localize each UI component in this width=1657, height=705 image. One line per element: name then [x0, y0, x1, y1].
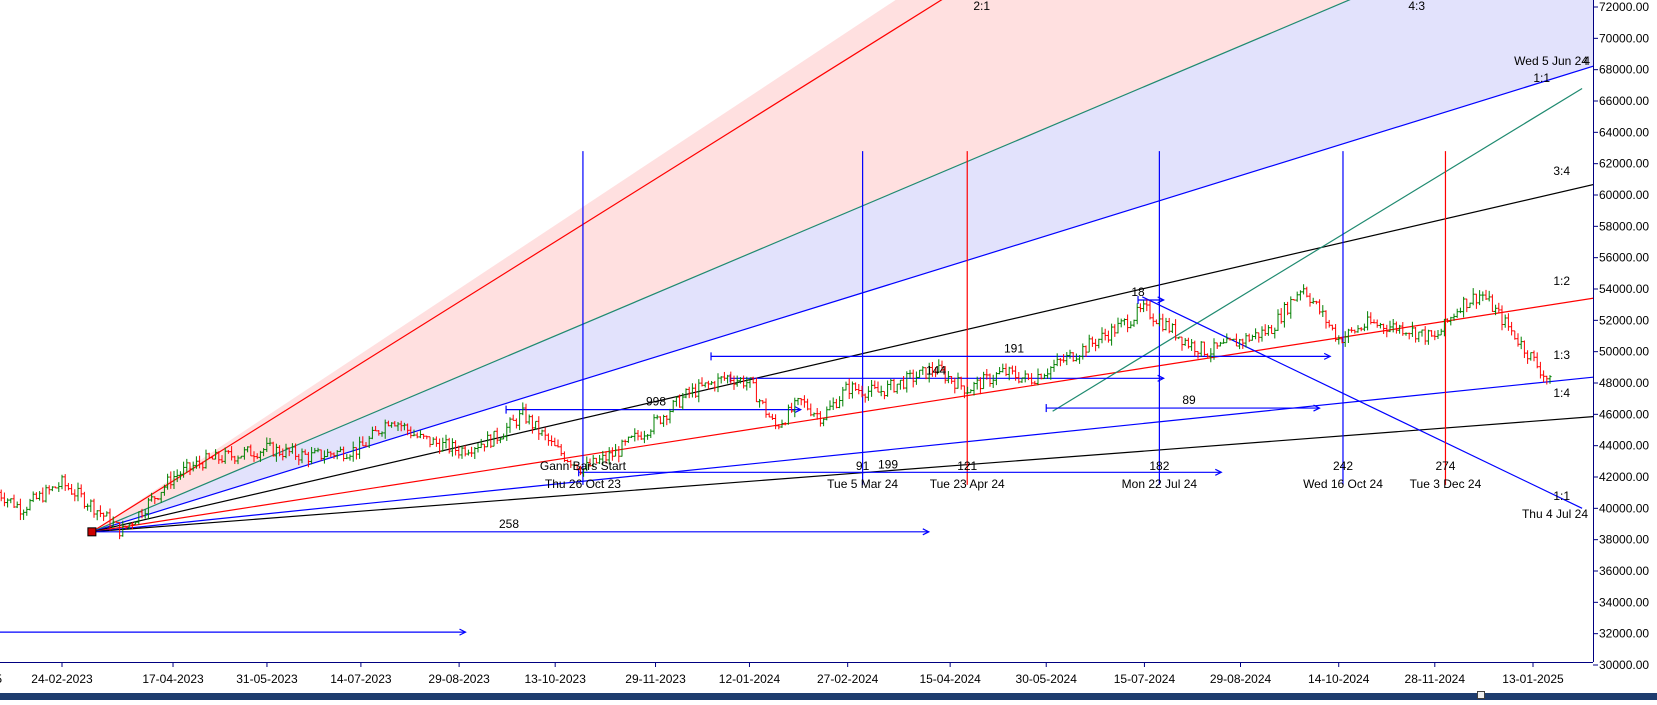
y-tick-label: 68000.00 [1599, 63, 1649, 77]
y-tick-label: 52000.00 [1599, 313, 1649, 327]
x-tick-label: 12-01-2024 [719, 672, 781, 686]
x-tick-label: 24-02-2023 [31, 672, 93, 686]
count-arrow-label: 199 [878, 457, 898, 471]
count-arrow-label: 144 [926, 363, 946, 377]
gann-bar-date-label: Tue 23 Apr 24 [930, 477, 1005, 491]
fan-ratio-label: 1:1 [1533, 71, 1550, 85]
gann-fan-line [91, 297, 1593, 533]
gann-bar-vertical-lines [582, 151, 1447, 485]
y-tick-label: 38000.00 [1599, 533, 1649, 547]
gann-bar-count: 242 [1333, 459, 1353, 473]
x-tick-label-clipped: 5 [0, 672, 2, 686]
y-tick-label: 42000.00 [1599, 470, 1649, 484]
fan-ratio-label: 1:4 [1553, 386, 1570, 400]
y-tick-label: 44000.00 [1599, 439, 1649, 453]
pivot-marker [87, 527, 97, 537]
count-arrow-head [1157, 296, 1165, 304]
gann-bar-count: 121 [957, 459, 977, 473]
y-tick-label: 72000.00 [1599, 0, 1649, 14]
fan-fill-blue-band [91, 0, 1593, 532]
x-tick-label: 29-08-2023 [428, 672, 490, 686]
x-tick-label: 27-02-2024 [817, 672, 879, 686]
x-tick-label: 31-05-2023 [236, 672, 298, 686]
x-tick-label: 30-05-2024 [1016, 672, 1078, 686]
y-tick-label: 64000.00 [1599, 125, 1649, 139]
x-tick-label: 28-11-2024 [1405, 672, 1466, 686]
count-arrow-head [459, 628, 467, 636]
fan-ratio-label: 4:3 [1408, 0, 1425, 13]
gann-bar-start-label: Gann Bars Start [540, 459, 627, 473]
x-tick-label: 17-04-2023 [142, 672, 204, 686]
x-axis-edge-mask [0, 672, 7, 688]
scrollbar-thumb[interactable] [1477, 691, 1485, 699]
gann-bar-count: 182 [1149, 459, 1169, 473]
gann-bar-count: 274 [1435, 459, 1455, 473]
x-tick-label: 14-07-2023 [330, 672, 392, 686]
gann-bar-date-label: Wed 16 Oct 24 [1303, 477, 1383, 491]
gann-bar-count: 91 [856, 459, 870, 473]
x-tick-label: 13-01-2025 [1502, 672, 1564, 686]
count-arrow-label: 18 [1131, 285, 1145, 299]
x-tick-label: 15-07-2024 [1114, 672, 1176, 686]
trend-line [1052, 87, 1583, 412]
y-tick-label: 62000.00 [1599, 157, 1649, 171]
horizontal-scrollbar[interactable] [0, 693, 1657, 700]
count-arrow-label: 191 [1004, 341, 1024, 355]
y-tick-label: 32000.00 [1599, 627, 1649, 641]
x-tick-label: 13-10-2023 [524, 672, 586, 686]
chart-labels: 2:1 4:3 1:1 3:4 1:2 1:3 1:4 Gann Bars Start Thu … [87, 0, 1590, 537]
count-arrow-head [1323, 352, 1332, 360]
annotation-overlap-glyph: 4 [1583, 54, 1590, 68]
x-tick-label: 29-08-2024 [1210, 672, 1272, 686]
gann-bar-date-label: Mon 22 Jul 24 [1122, 477, 1198, 491]
gann-fan-line [91, 0, 1351, 533]
gann-bar-date-label: Tue 5 Mar 24 [827, 477, 898, 491]
chart-annotation: Wed 5 Jun 24 [1514, 54, 1588, 68]
fan-ratio-label: 2:1 [973, 0, 990, 13]
y-tick-label: 34000.00 [1599, 595, 1649, 609]
y-tick-label: 40000.00 [1599, 501, 1649, 515]
y-tick-label: 30000.00 [1599, 658, 1649, 672]
y-tick-label: 54000.00 [1599, 282, 1649, 296]
gann-fan-line [91, 0, 943, 533]
fan-ratio-label: 3:4 [1553, 164, 1570, 178]
count-arrow-head [1157, 374, 1165, 382]
x-tick-label: 14-10-2024 [1308, 672, 1370, 686]
count-arrow-label: 89 [1182, 393, 1196, 407]
y-tick-label: 56000.00 [1599, 251, 1649, 265]
fan-ratio-label: 1:3 [1553, 348, 1570, 362]
y-tick-label: 60000.00 [1599, 188, 1649, 202]
x-tick-label: 15-04-2024 [919, 672, 981, 686]
y-tick-label: 58000.00 [1599, 219, 1649, 233]
y-tick-label: 36000.00 [1599, 564, 1649, 578]
gann-fan-line [91, 184, 1593, 533]
chart-annotation: Thu 4 Jul 24 [1522, 507, 1588, 521]
x-tick-label: 29-11-2023 [625, 672, 686, 686]
count-arrow-label: 998 [646, 395, 666, 409]
chart-axes: 72000.00 70000.00 68000.00 66000.00 64000.00… [0, 0, 1649, 688]
y-tick-label: 66000.00 [1599, 94, 1649, 108]
y-tick-label: 50000.00 [1599, 345, 1649, 359]
gann-fan-line [91, 376, 1593, 533]
gann-bar-date-label: Tue 3 Dec 24 [1410, 477, 1482, 491]
gann-fan-line [91, 416, 1593, 533]
count-arrow-head [794, 406, 803, 414]
fan-fill-regions [91, 0, 1593, 532]
y-tick-label: 46000.00 [1599, 407, 1649, 421]
y-tick-label: 70000.00 [1599, 31, 1649, 45]
y-tick-label: 48000.00 [1599, 376, 1649, 390]
chart-annotation: 1:1 [1553, 489, 1570, 503]
price-bars [0, 284, 1552, 540]
gann-bar-date-label: Thu 26 Oct 23 [545, 477, 621, 491]
count-arrow-label: 258 [499, 517, 519, 531]
fan-ratio-label: 1:2 [1553, 274, 1570, 288]
horizontal-count-arrows [0, 295, 1332, 636]
count-arrow-head [1313, 404, 1321, 412]
count-arrow-head [922, 528, 931, 536]
count-arrow-head [1215, 468, 1223, 476]
trend-line [1142, 296, 1583, 509]
